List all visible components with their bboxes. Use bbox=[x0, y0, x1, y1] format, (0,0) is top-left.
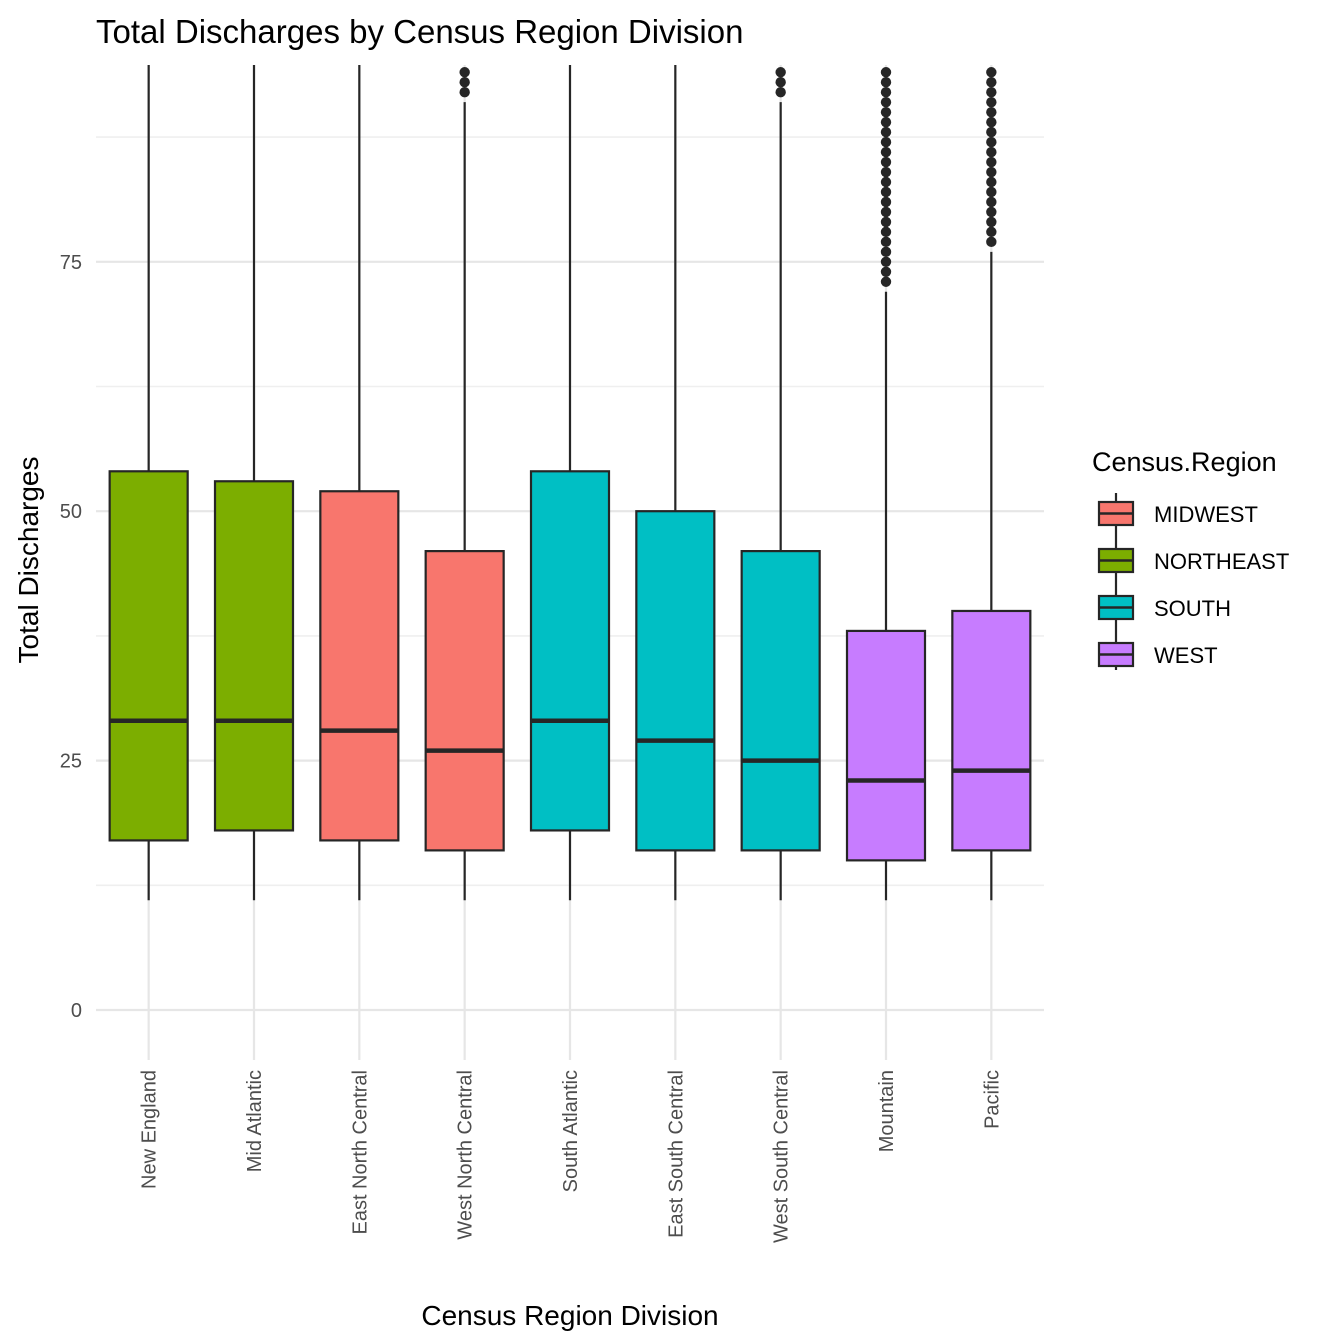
x-tick-label: West North Central bbox=[455, 1070, 477, 1240]
outlier-point bbox=[986, 206, 997, 218]
legend-label: MIDWEST bbox=[1154, 502, 1258, 527]
box-iqr bbox=[529, 470, 611, 832]
x-tick-label: Pacific bbox=[981, 1070, 1003, 1129]
legend-item-south: SOUTH bbox=[1097, 594, 1231, 621]
legend-label: SOUTH bbox=[1154, 596, 1231, 621]
y-tick-label: 75 bbox=[60, 252, 82, 274]
outlier-point bbox=[880, 186, 892, 198]
outlier-point bbox=[986, 116, 997, 128]
box-iqr bbox=[108, 470, 189, 842]
y-tick-label: 0 bbox=[71, 1000, 82, 1022]
outlier-point bbox=[986, 166, 997, 178]
outlier-point bbox=[880, 216, 892, 228]
legend-label: WEST bbox=[1154, 643, 1218, 668]
outlier-point bbox=[459, 67, 470, 78]
box-west-north-central bbox=[424, 67, 505, 901]
legend-label: NORTHEAST bbox=[1154, 549, 1289, 574]
outlier-point bbox=[986, 77, 997, 88]
chart-title: Total Discharges by Census Region Divisi… bbox=[96, 13, 743, 50]
outlier-point bbox=[986, 96, 997, 108]
outlier-point bbox=[880, 176, 892, 188]
box-iqr bbox=[740, 550, 821, 852]
outlier-point bbox=[880, 126, 892, 138]
legend-item-midwest: MIDWEST bbox=[1097, 500, 1258, 527]
box-east-north-central bbox=[319, 65, 400, 901]
outlier-point bbox=[986, 136, 997, 148]
outlier-point bbox=[986, 146, 997, 158]
outlier-point bbox=[986, 67, 997, 78]
outlier-point bbox=[880, 246, 892, 258]
x-tick-label: Mid Atlantic bbox=[244, 1070, 266, 1172]
outlier-point bbox=[880, 206, 892, 218]
box-south-atlantic bbox=[529, 65, 611, 901]
x-axis-title: Census Region Division bbox=[421, 1300, 718, 1331]
outlier-point bbox=[880, 116, 892, 128]
outlier-point bbox=[880, 196, 892, 208]
outlier-point bbox=[880, 106, 892, 118]
y-tick-label: 50 bbox=[60, 501, 82, 523]
outlier-point bbox=[986, 106, 997, 118]
outlier-point bbox=[986, 226, 997, 238]
outlier-point bbox=[880, 236, 892, 248]
outlier-point bbox=[986, 176, 997, 188]
outlier-point bbox=[880, 67, 892, 78]
legend: Census.Region MIDWEST NORTHEAST SOUTH WEST bbox=[1092, 447, 1289, 670]
box-iqr bbox=[635, 510, 716, 852]
box-iqr bbox=[845, 629, 927, 862]
outlier-point bbox=[880, 96, 892, 108]
outlier-point bbox=[880, 166, 892, 178]
box-west-south-central bbox=[740, 67, 821, 901]
x-axis: New England Mid Atlantic East North Centra… bbox=[139, 1070, 1004, 1243]
outlier-point bbox=[459, 77, 470, 88]
outlier-point bbox=[986, 196, 997, 208]
outlier-point bbox=[775, 87, 786, 98]
outlier-point bbox=[880, 136, 892, 148]
outlier-point bbox=[986, 186, 997, 198]
y-axis: 0 25 50 75 bbox=[60, 252, 82, 1022]
legend-item-northeast: NORTHEAST bbox=[1097, 547, 1289, 574]
x-tick-label: South Atlantic bbox=[560, 1070, 582, 1192]
box-iqr bbox=[951, 609, 1032, 852]
outlier-point bbox=[880, 276, 892, 287]
box-east-south-central bbox=[635, 65, 716, 901]
outlier-point bbox=[775, 77, 786, 88]
legend-title: Census.Region bbox=[1092, 447, 1277, 477]
outlier-point bbox=[986, 87, 997, 98]
x-tick-label: New England bbox=[139, 1070, 161, 1189]
legend-item-west: WEST bbox=[1097, 641, 1218, 668]
outlier-point bbox=[459, 87, 470, 98]
outlier-point bbox=[775, 67, 786, 78]
x-tick-label: East North Central bbox=[349, 1070, 371, 1235]
box-iqr bbox=[424, 550, 505, 852]
outlier-point bbox=[880, 226, 892, 238]
box-mid-atlantic bbox=[213, 65, 295, 901]
outlier-point bbox=[880, 256, 892, 267]
x-tick-label: West South Central bbox=[771, 1070, 793, 1243]
outlier-point bbox=[880, 87, 892, 98]
box-mountain bbox=[845, 67, 927, 901]
outlier-point bbox=[880, 77, 892, 88]
x-tick-label: Mountain bbox=[876, 1070, 898, 1152]
x-tick-label: East South Central bbox=[665, 1070, 687, 1238]
outlier-point bbox=[986, 126, 997, 138]
boxes bbox=[108, 65, 1032, 901]
box-iqr bbox=[319, 490, 400, 842]
outlier-point bbox=[986, 156, 997, 168]
outlier-point bbox=[986, 216, 997, 228]
y-tick-label: 25 bbox=[60, 751, 82, 773]
outlier-point bbox=[880, 146, 892, 158]
y-axis-title: Total Discharges bbox=[13, 457, 44, 664]
box-iqr bbox=[213, 480, 295, 832]
box-new-england bbox=[108, 65, 189, 901]
outlier-point bbox=[986, 236, 997, 248]
outlier-point bbox=[880, 266, 892, 277]
outlier-point bbox=[880, 156, 892, 168]
box-pacific bbox=[951, 67, 1032, 901]
